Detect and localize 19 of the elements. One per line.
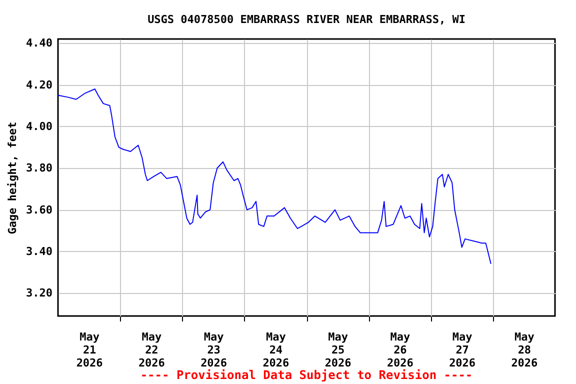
y-tick-label: 4.20 <box>26 78 52 92</box>
y-axis-title: Gage height, feet <box>6 122 20 234</box>
x-tick-label: May 21 2026 <box>76 330 104 370</box>
y-tick-label: 4.00 <box>26 120 52 133</box>
line-series <box>58 88 492 264</box>
x-tick-label: May 28 2026 <box>511 330 538 370</box>
y-tick-label: 3.40 <box>26 244 52 258</box>
y-tick-label: 4.40 <box>26 36 52 50</box>
y-tick-label: 3.80 <box>26 162 52 175</box>
y-tick-label: 3.60 <box>26 203 52 216</box>
y-tick-label: 3.20 <box>26 286 52 300</box>
x-tick-label: May 24 2026 <box>262 330 290 370</box>
chart-title: USGS 04078500 EMBARRASS RIVER NEAR EMBARRASS, WI <box>148 13 466 26</box>
text: ---- Provisional Data Subject to Revision ---- <box>140 368 473 382</box>
x-tick-label: May 23 2026 <box>200 330 228 370</box>
x-tick-label: May 22 2026 <box>138 330 166 370</box>
x-tick-label: May 26 2026 <box>386 330 414 370</box>
x-tick-label: May 27 2026 <box>449 330 476 370</box>
x-tick-label: May 25 2026 <box>324 330 352 370</box>
